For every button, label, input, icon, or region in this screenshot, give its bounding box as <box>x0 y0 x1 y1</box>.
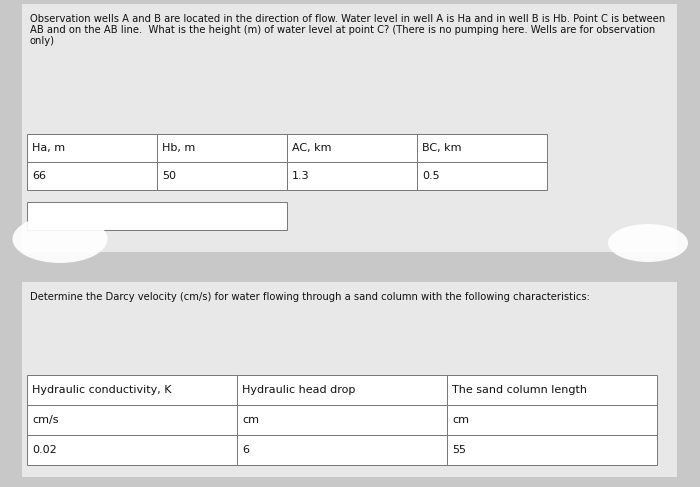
Text: cm: cm <box>242 415 259 425</box>
Text: AC, km: AC, km <box>292 143 332 153</box>
Text: Hb, m: Hb, m <box>162 143 195 153</box>
Bar <box>237 405 447 435</box>
Text: cm/s: cm/s <box>32 415 59 425</box>
Text: BC, km: BC, km <box>422 143 461 153</box>
Text: 55: 55 <box>452 445 466 455</box>
Bar <box>157 134 287 162</box>
Bar <box>27 375 237 405</box>
Text: Ha, m: Ha, m <box>32 143 65 153</box>
Bar <box>447 435 657 465</box>
Bar <box>417 134 547 162</box>
Text: 1.3: 1.3 <box>292 171 309 181</box>
Bar <box>27 134 157 162</box>
Bar <box>287 162 417 190</box>
Text: The sand column length: The sand column length <box>452 385 587 395</box>
Bar <box>22 282 677 477</box>
Text: Observation wells A and B are located in the direction of flow. Water level in w: Observation wells A and B are located in… <box>30 14 665 24</box>
Text: 50: 50 <box>162 171 176 181</box>
Bar <box>27 162 157 190</box>
Text: AB and on the AB line.  What is the height (m) of water level at point C? (There: AB and on the AB line. What is the heigh… <box>30 25 655 35</box>
Text: only): only) <box>30 36 55 46</box>
Bar <box>27 435 237 465</box>
Bar <box>447 405 657 435</box>
Bar <box>447 375 657 405</box>
Bar <box>237 375 447 405</box>
Bar <box>237 435 447 465</box>
Ellipse shape <box>608 224 688 262</box>
Bar <box>157 162 287 190</box>
Text: 66: 66 <box>32 171 46 181</box>
Text: Determine the Darcy velocity (cm/s) for water flowing through a sand column with: Determine the Darcy velocity (cm/s) for … <box>30 292 590 302</box>
Text: 0.02: 0.02 <box>32 445 57 455</box>
Ellipse shape <box>13 215 108 263</box>
Bar <box>287 134 417 162</box>
Text: 6: 6 <box>242 445 249 455</box>
Text: Hydraulic conductivity, K: Hydraulic conductivity, K <box>32 385 172 395</box>
Bar <box>417 162 547 190</box>
Text: Hydraulic head drop: Hydraulic head drop <box>242 385 356 395</box>
Bar <box>27 202 287 230</box>
Bar <box>27 405 237 435</box>
Text: 0.5: 0.5 <box>422 171 440 181</box>
Bar <box>22 4 677 252</box>
Text: cm: cm <box>452 415 469 425</box>
